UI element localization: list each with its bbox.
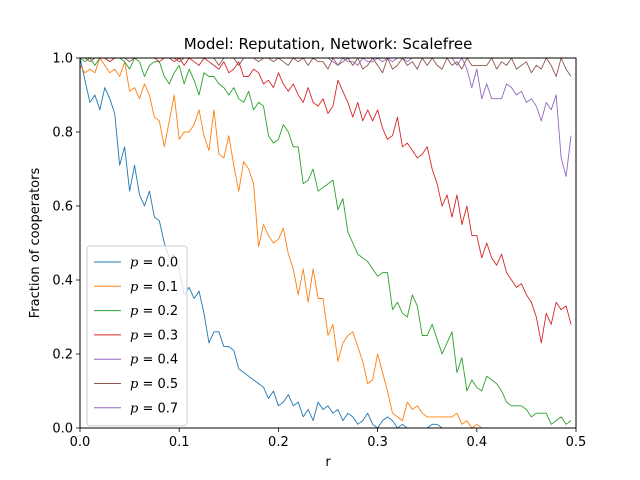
chart-title: Model: Reputation, Network: Scalefree <box>184 35 473 53</box>
series-line-3 <box>80 57 572 344</box>
x-tick-label: 0.5 <box>566 435 587 450</box>
legend-entry-label: p = 0.7 <box>130 401 178 416</box>
legend-entry-label: p = 0.1 <box>130 280 178 295</box>
y-tick-label: 0.6 <box>52 200 73 215</box>
y-tick-label: 0.0 <box>52 422 73 437</box>
legend-entry-label: p = 0.4 <box>130 353 178 368</box>
plot-frame <box>79 57 577 429</box>
y-tick-label: 1.0 <box>52 52 73 67</box>
legend: p = 0.0 p = 0.1 p = 0.2 p = 0.3 p = 0.4 p = 0… <box>86 245 188 427</box>
legend-entry-label: p = 0.0 <box>130 256 178 271</box>
x-axis: 0.0 0.1 0.2 0.3 0.4 0.5 <box>70 428 587 450</box>
y-tick-label: 0.4 <box>52 274 73 289</box>
y-axis: 0.0 0.2 0.4 0.6 0.8 1.0 <box>52 52 80 437</box>
x-tick-label: 0.0 <box>70 435 91 450</box>
x-axis-label: r <box>325 455 331 470</box>
y-tick-label: 0.8 <box>52 126 73 141</box>
legend-entry-label: p = 0.5 <box>130 377 178 392</box>
y-tick-label: 0.2 <box>52 348 73 363</box>
x-tick-label: 0.2 <box>268 435 289 450</box>
legend-entry-label: p = 0.3 <box>130 328 178 343</box>
y-axis-label: Fraction of cooperators <box>28 168 43 319</box>
legend-box <box>86 245 188 427</box>
x-tick-label: 0.1 <box>169 435 190 450</box>
x-tick-label: 0.4 <box>466 435 487 450</box>
x-tick-label: 0.3 <box>367 435 388 450</box>
series-line-2 <box>79 57 572 425</box>
legend-entry-label: p = 0.2 <box>130 304 178 319</box>
